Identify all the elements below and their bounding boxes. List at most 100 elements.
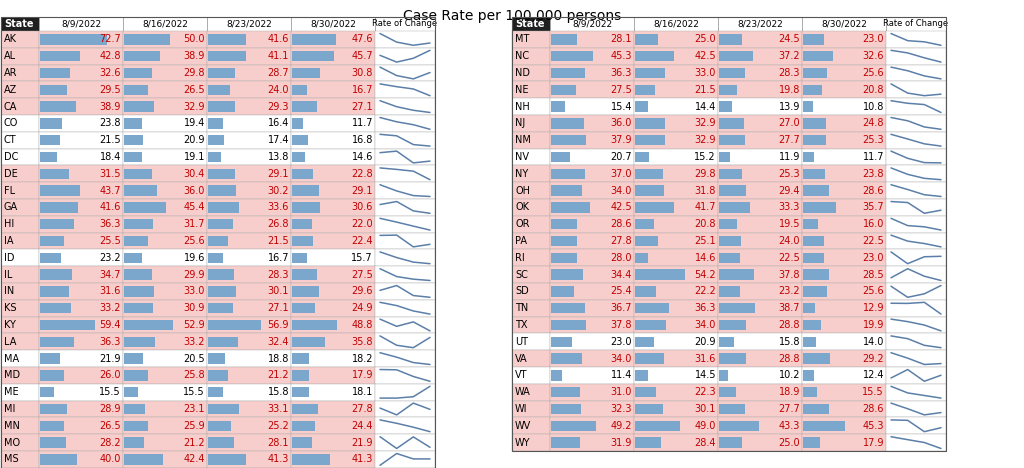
Text: 24.9: 24.9 — [351, 303, 373, 313]
Text: 20.8: 20.8 — [694, 219, 716, 229]
Text: 11.7: 11.7 — [862, 152, 884, 162]
Text: 27.5: 27.5 — [610, 85, 632, 95]
Bar — [718, 249, 802, 266]
Text: 16.7: 16.7 — [351, 85, 373, 95]
Bar — [292, 118, 303, 129]
Bar — [292, 336, 325, 347]
Text: 28.4: 28.4 — [694, 438, 716, 447]
Bar — [886, 283, 946, 300]
Text: 19.5: 19.5 — [778, 219, 800, 229]
Bar — [635, 438, 662, 448]
Bar — [550, 199, 634, 216]
Bar — [718, 300, 802, 316]
Bar — [718, 65, 802, 81]
Bar — [550, 249, 634, 266]
Bar — [719, 353, 745, 364]
Text: NE: NE — [515, 85, 528, 95]
Bar — [512, 17, 946, 451]
Bar — [635, 185, 665, 196]
Text: 54.2: 54.2 — [694, 270, 716, 279]
Bar — [291, 401, 375, 417]
Bar — [291, 31, 375, 48]
Bar — [124, 168, 153, 179]
Bar — [1, 367, 39, 384]
Bar — [550, 401, 634, 417]
Bar — [39, 316, 123, 333]
Bar — [718, 216, 802, 233]
Bar — [40, 286, 70, 297]
Bar — [719, 320, 745, 330]
Bar — [1, 233, 39, 249]
Bar — [124, 320, 173, 330]
Bar — [39, 401, 123, 417]
Bar — [208, 85, 230, 95]
Bar — [550, 17, 634, 31]
Text: 28.2: 28.2 — [99, 438, 121, 447]
Text: AZ: AZ — [4, 85, 17, 95]
Bar — [375, 182, 435, 199]
Text: 24.0: 24.0 — [267, 85, 289, 95]
Bar — [719, 219, 737, 229]
Text: 21.9: 21.9 — [351, 438, 373, 447]
Bar — [123, 233, 207, 249]
Text: 28.8: 28.8 — [778, 354, 800, 364]
Text: 29.3: 29.3 — [267, 102, 289, 111]
Text: 32.6: 32.6 — [99, 68, 121, 78]
Bar — [39, 333, 123, 350]
Bar — [802, 367, 886, 384]
Text: 14.6: 14.6 — [694, 253, 716, 263]
Bar — [375, 316, 435, 333]
Bar — [886, 199, 946, 216]
Text: MI: MI — [4, 404, 15, 414]
Bar — [292, 236, 312, 246]
Bar — [635, 404, 663, 414]
Text: 42.5: 42.5 — [694, 51, 716, 61]
Bar — [634, 350, 718, 367]
Text: 42.5: 42.5 — [610, 202, 632, 212]
Text: AR: AR — [4, 68, 17, 78]
Text: 26.5: 26.5 — [99, 421, 121, 431]
Bar — [719, 270, 754, 280]
Text: RI: RI — [515, 253, 524, 263]
Text: 42.8: 42.8 — [99, 51, 121, 61]
Bar — [634, 132, 718, 149]
Bar — [551, 185, 583, 196]
Bar — [124, 135, 143, 146]
Bar — [886, 384, 946, 401]
Bar — [551, 253, 577, 263]
Bar — [886, 316, 946, 333]
Text: 17.9: 17.9 — [862, 438, 884, 447]
Bar — [40, 34, 108, 44]
Bar — [40, 219, 74, 229]
Bar — [634, 316, 718, 333]
Text: 30.4: 30.4 — [183, 169, 205, 179]
Bar — [292, 320, 337, 330]
Bar — [512, 165, 550, 182]
Bar — [719, 102, 732, 112]
Bar — [512, 434, 550, 451]
Bar — [1, 249, 39, 266]
Text: 31.9: 31.9 — [610, 438, 632, 447]
Bar — [40, 387, 54, 397]
Text: 37.0: 37.0 — [610, 169, 632, 179]
Bar — [803, 135, 826, 146]
Bar — [550, 81, 634, 98]
Text: 22.0: 22.0 — [351, 219, 373, 229]
Bar — [208, 438, 233, 448]
Bar — [719, 34, 741, 44]
Bar — [208, 336, 238, 347]
Bar — [375, 283, 435, 300]
Bar — [1, 149, 39, 165]
Bar — [718, 17, 802, 31]
Bar — [375, 249, 435, 266]
Bar — [291, 350, 375, 367]
Bar — [550, 266, 634, 283]
Text: CO: CO — [4, 118, 18, 128]
Bar — [719, 438, 742, 448]
Text: 29.2: 29.2 — [862, 354, 884, 364]
Bar — [718, 31, 802, 48]
Text: 18.8: 18.8 — [267, 354, 289, 364]
Bar — [634, 199, 718, 216]
Bar — [802, 417, 886, 434]
Bar — [802, 48, 886, 65]
